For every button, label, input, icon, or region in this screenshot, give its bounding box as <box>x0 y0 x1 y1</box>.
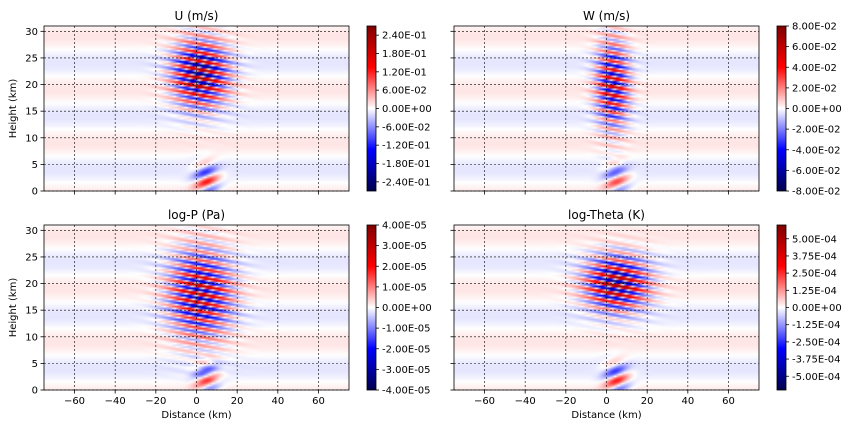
colorbar-tick-label: 2.40E-01 <box>382 31 427 42</box>
colorbar-scale <box>776 224 787 391</box>
y-tick-label: 0 <box>32 386 38 397</box>
colorbar-tick-label: 1.00E-05 <box>382 282 427 293</box>
chart-title: log-P (Pa) <box>168 208 225 222</box>
colorbar-tick-label: 0.00E+00 <box>382 303 432 314</box>
x-tick-label: −60 <box>474 396 495 407</box>
x-tick-label: 20 <box>641 396 654 407</box>
x-tick-label: −20 <box>145 396 166 407</box>
colorbar-tick-label: 2.00E-02 <box>792 83 837 94</box>
x-tick-label: −40 <box>515 396 536 407</box>
x-tick-label: 40 <box>271 396 284 407</box>
colorbar-tick-label: 6.00E-02 <box>382 86 427 97</box>
colorbar-scale <box>776 25 787 192</box>
colorbar-tick-label: 4.00E-05 <box>382 221 427 232</box>
colorbar-tick-label: 6.00E-02 <box>792 42 837 53</box>
y-tick-label: 25 <box>25 252 38 263</box>
x-axis-label: Distance (km) <box>161 410 231 421</box>
y-tick-label: 15 <box>25 107 38 118</box>
y-tick-label: 20 <box>25 80 38 91</box>
y-tick-label: 30 <box>25 226 38 237</box>
colorbar-tick-label: 2.50E-04 <box>792 269 837 280</box>
colorbar-scale <box>366 25 377 192</box>
x-tick-label: −60 <box>64 396 85 407</box>
y-tick-label: 15 <box>25 306 38 317</box>
y-tick-label: 10 <box>25 133 38 144</box>
colorbar-tick-label: 1.20E-01 <box>382 67 427 78</box>
x-axis-label: Distance (km) <box>571 410 641 421</box>
panel-1: 0 5 10 15 20 25 30 U (m/s) Height (km) 2.40E-01 1.… <box>8 9 432 198</box>
chart-title: W (m/s) <box>583 9 630 23</box>
colorbar-tick-label: -2.00E-05 <box>382 344 431 355</box>
x-tick-label: 0 <box>193 396 199 407</box>
chart-title: U (m/s) <box>175 9 219 23</box>
y-axis-label: Height (km) <box>8 79 19 139</box>
colorbar-tick-label: -4.00E-05 <box>382 386 431 397</box>
y-tick-label: 20 <box>25 279 38 290</box>
x-tick-label: 60 <box>312 396 325 407</box>
panel-3: −60 −40 −20 0 20 40 60 0 5 10 15 20 25 30 log-P (Pa) Di… <box>8 208 432 421</box>
y-tick-label: 10 <box>25 332 38 343</box>
colorbar-tick-label: 0.00E+00 <box>382 104 432 115</box>
colorbar-tick-label: 3.00E-05 <box>382 241 427 252</box>
x-tick-label: −40 <box>105 396 126 407</box>
colorbar-tick-label: -4.00E-02 <box>792 145 841 156</box>
y-tick-label: 0 <box>32 187 38 198</box>
x-tick-label: 60 <box>722 396 735 407</box>
colorbar-tick-label: -8.00E-02 <box>792 187 841 198</box>
chart-title: log-Theta (K) <box>568 208 645 222</box>
colorbar-tick-label: 0.00E+00 <box>792 104 842 115</box>
colorbar-tick-label: -1.80E-01 <box>382 159 431 170</box>
colorbar-tick-label: -2.50E-04 <box>792 337 841 348</box>
y-tick-label: 5 <box>32 160 38 171</box>
y-tick-label: 30 <box>25 27 38 38</box>
colorbar-tick-label: -6.00E-02 <box>792 166 841 177</box>
colorbar: 5.00E-04 3.75E-04 2.50E-04 1.25E-04 0.00E+00… <box>776 224 842 391</box>
colorbar-tick-label: 4.00E-02 <box>792 63 837 74</box>
y-tick-label: 5 <box>32 359 38 370</box>
colorbar-tick-label: -1.20E-01 <box>382 141 431 152</box>
colorbar-tick-label: -3.00E-05 <box>382 365 431 376</box>
colorbar-tick-label: 5.00E-04 <box>792 234 837 245</box>
y-axis-label: Height (km) <box>8 278 19 338</box>
colorbar-tick-label: 1.25E-04 <box>792 286 837 297</box>
colorbar-tick-label: 2.00E-05 <box>382 262 427 273</box>
colorbar-tick-label: 3.75E-04 <box>792 251 837 262</box>
panel-4: −60 −40 −20 0 20 40 60 log-Theta (K) Distance (k… <box>450 208 842 421</box>
x-tick-label: −20 <box>555 396 576 407</box>
y-tick-label: 25 <box>25 53 38 64</box>
colorbar-tick-label: 8.00E-02 <box>792 22 837 33</box>
x-tick-label: 0 <box>603 396 609 407</box>
colorbar-tick-label: -1.00E-05 <box>382 324 431 335</box>
colorbar-tick-label: -1.25E-04 <box>792 320 841 331</box>
colorbar-tick-label: -3.75E-04 <box>792 355 841 366</box>
x-tick-label: 40 <box>681 396 694 407</box>
colorbar-tick-label: 1.80E-01 <box>382 49 427 60</box>
panel-2: W (m/s) 8.00E-02 6.00E-02 4.00E-02 2.00E-02 0… <box>450 9 842 198</box>
colorbar: 4.00E-05 3.00E-05 2.00E-05 1.00E-05 0.00E+00… <box>366 221 432 397</box>
colorbar-tick-label: 0.00E+00 <box>792 303 842 314</box>
x-tick-label: 20 <box>231 396 244 407</box>
colorbar-tick-label: -6.00E-02 <box>382 122 431 133</box>
colorbar-scale <box>366 224 377 391</box>
colorbar-tick-label: -2.40E-01 <box>382 177 431 188</box>
colorbar-tick-label: -5.00E-04 <box>792 372 841 383</box>
colorbar: 2.40E-01 1.80E-01 1.20E-01 6.00E-02 0.00E+00… <box>366 25 432 192</box>
colorbar: 8.00E-02 6.00E-02 4.00E-02 2.00E-02 0.00E+00… <box>776 22 842 198</box>
colorbar-tick-label: -2.00E-02 <box>792 125 841 136</box>
